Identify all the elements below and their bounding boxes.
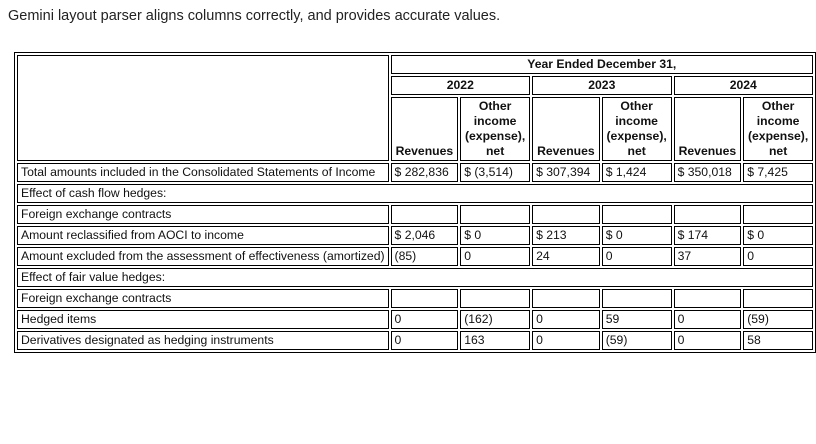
header-row-columns: Revenues Other income (expense), net Rev…	[17, 97, 813, 161]
table-cell: (162)	[460, 310, 531, 329]
section-row: Effect of fair value hedges:	[17, 268, 813, 287]
row-label: Hedged items	[17, 310, 389, 329]
empty-cell	[390, 289, 459, 308]
empty-cell	[743, 205, 813, 224]
row-label: Foreign exchange contracts	[17, 289, 389, 308]
corner-cell	[17, 55, 389, 161]
table-cell: 0	[673, 310, 742, 329]
row-label: Foreign exchange contracts	[17, 205, 389, 224]
table-row: Derivatives designated as hedging instru…	[17, 331, 813, 350]
header-row-period: Year Ended December 31,	[17, 55, 813, 161]
col-revenues-2024: Revenues	[673, 97, 742, 161]
empty-cell	[460, 205, 531, 224]
header-row-years: 2022 2023 2024	[17, 76, 813, 95]
table-container: Year Ended December 31, 2022 2023 2024 R…	[14, 52, 816, 353]
empty-cell	[673, 289, 742, 308]
row-label: Amount excluded from the assessment of e…	[17, 247, 389, 266]
col-other-2022: Other income (expense), net	[460, 97, 531, 161]
col-other-2024: Other income (expense), net	[743, 97, 813, 161]
table-cell: 0	[601, 247, 672, 266]
table-cell: (59)	[743, 310, 813, 329]
empty-cell	[743, 289, 813, 308]
table-row: Total amounts included in the Consolidat…	[17, 163, 813, 182]
row-label: Amount reclassified from AOCI to income	[17, 226, 389, 245]
table-row: Hedged items 0 (162) 0 59 0 (59)	[17, 310, 813, 329]
table-row: Amount excluded from the assessment of e…	[17, 247, 813, 266]
table-cell: $ 7,425	[743, 163, 813, 182]
year-2023: 2023	[532, 76, 672, 95]
empty-cell	[673, 205, 742, 224]
row-label: Total amounts included in the Consolidat…	[17, 163, 389, 182]
table-cell: (85)	[390, 247, 459, 266]
table-cell: $ 350,018	[673, 163, 742, 182]
table-cell: $ 282,836	[390, 163, 459, 182]
table-cell: $ 0	[601, 226, 672, 245]
table-cell: $ 307,394	[532, 163, 600, 182]
empty-cell	[532, 205, 600, 224]
table-row: Foreign exchange contracts	[17, 289, 813, 308]
table-cell: (59)	[601, 331, 672, 350]
table-cell: 59	[601, 310, 672, 329]
table-cell: $ 0	[460, 226, 531, 245]
table-row: Foreign exchange contracts	[17, 205, 813, 224]
period-header: Year Ended December 31,	[390, 55, 813, 74]
financial-table: Year Ended December 31, 2022 2023 2024 R…	[14, 52, 816, 353]
table-cell: $ 174	[673, 226, 742, 245]
table-cell: $ (3,514)	[460, 163, 531, 182]
table-cell: 0	[460, 247, 531, 266]
col-revenues-2022: Revenues	[390, 97, 459, 161]
section-label: Effect of cash flow hedges:	[17, 184, 813, 203]
table-cell: 0	[673, 331, 742, 350]
year-2022: 2022	[390, 76, 531, 95]
empty-cell	[601, 205, 672, 224]
section-label: Effect of fair value hedges:	[17, 268, 813, 287]
table-cell: 0	[390, 331, 459, 350]
table-cell: $ 2,046	[390, 226, 459, 245]
table-cell: 0	[532, 331, 600, 350]
table-cell: 163	[460, 331, 531, 350]
caption-text: Gemini layout parser aligns columns corr…	[8, 8, 501, 24]
table-cell: 37	[673, 247, 742, 266]
table-cell: $ 1,424	[601, 163, 672, 182]
col-other-2023: Other income (expense), net	[601, 97, 672, 161]
col-revenues-2023: Revenues	[532, 97, 600, 161]
table-cell: 58	[743, 331, 813, 350]
empty-cell	[532, 289, 600, 308]
table-cell: 0	[743, 247, 813, 266]
table-cell: 0	[532, 310, 600, 329]
table-row: Amount reclassified from AOCI to income …	[17, 226, 813, 245]
empty-cell	[601, 289, 672, 308]
section-row: Effect of cash flow hedges:	[17, 184, 813, 203]
table-cell: 0	[390, 310, 459, 329]
table-cell: 24	[532, 247, 600, 266]
year-2024: 2024	[673, 76, 813, 95]
row-label: Derivatives designated as hedging instru…	[17, 331, 389, 350]
empty-cell	[390, 205, 459, 224]
empty-cell	[460, 289, 531, 308]
table-cell: $ 213	[532, 226, 600, 245]
table-cell: $ 0	[743, 226, 813, 245]
